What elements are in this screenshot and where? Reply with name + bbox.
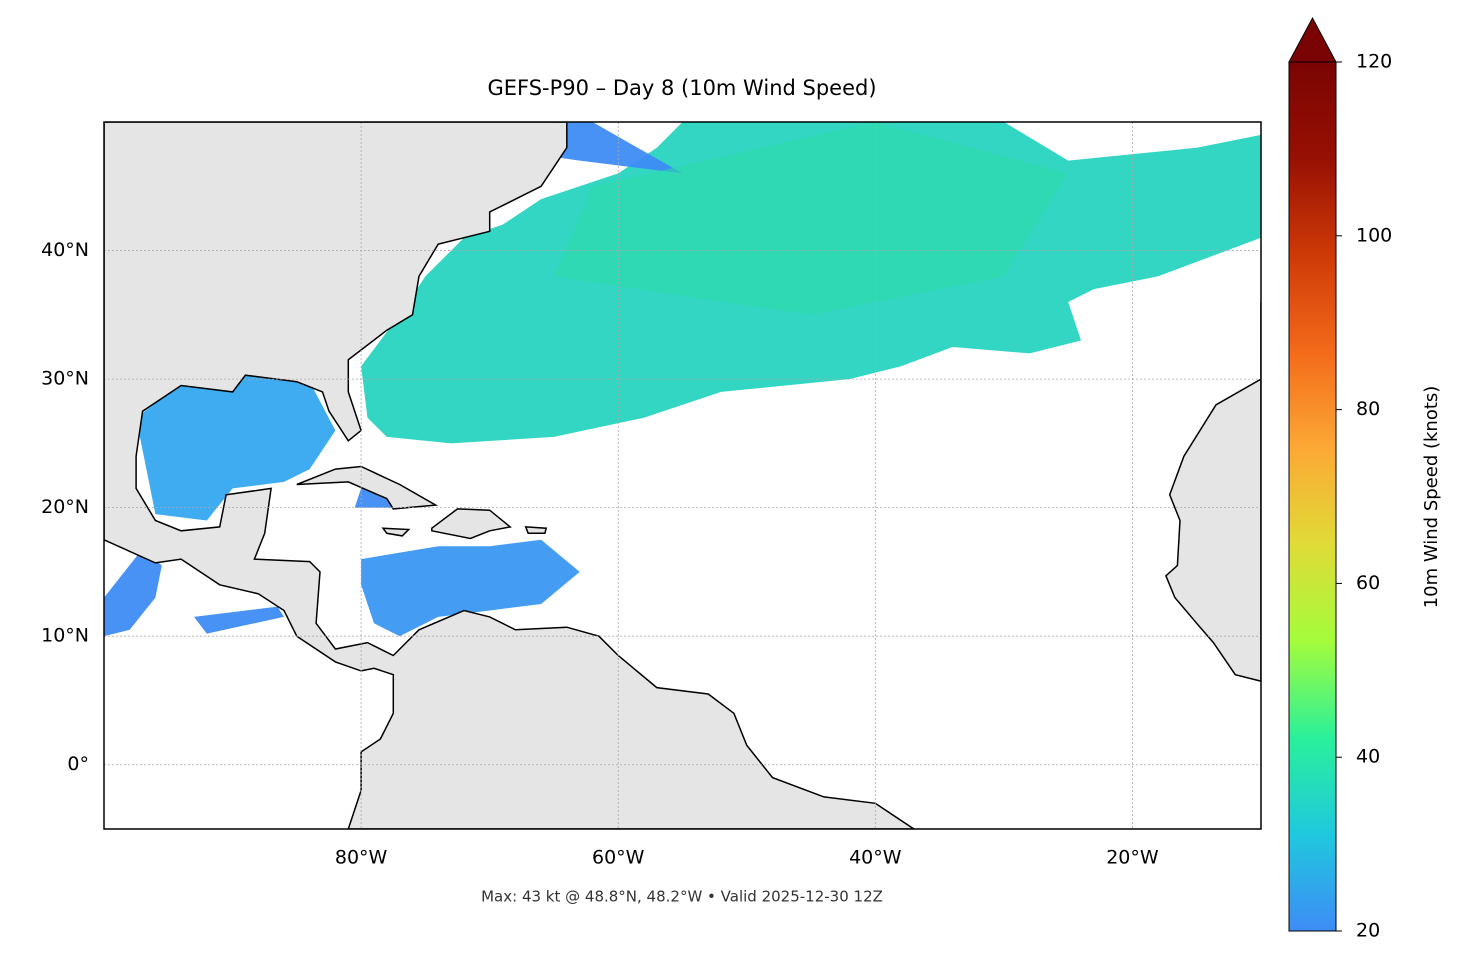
land	[524, 526, 548, 535]
colorbar-tick-label: 120	[1356, 51, 1392, 73]
y-tick-label: 20°N	[41, 496, 89, 518]
y-tick-label: 0°	[67, 753, 89, 775]
colorbar-extend	[1288, 16, 1337, 63]
land	[431, 508, 512, 540]
wind-field	[136, 373, 336, 521]
map-frame	[103, 121, 1262, 830]
colorbar-tick-label: 100	[1356, 224, 1392, 246]
y-tick-label: 10°N	[41, 625, 89, 647]
x-tick-label: 40°W	[849, 847, 902, 869]
x-tick-label: 60°W	[592, 847, 645, 869]
x-tick-label: 20°W	[1106, 847, 1159, 869]
wind-field	[361, 539, 580, 637]
land	[104, 122, 916, 829]
y-tick-label: 40°N	[41, 239, 89, 261]
x-tick-label: 80°W	[335, 847, 388, 869]
colorbar-tick-label: 60	[1356, 572, 1380, 594]
wind-field	[104, 548, 162, 637]
colorbar-tick-label: 40	[1356, 746, 1380, 768]
footer: Max: 43 kt @ 48.8°N, 48.2°W • Valid 2025…	[481, 888, 883, 906]
y-tick-label: 30°N	[41, 368, 89, 390]
map	[104, 122, 1261, 829]
colorbar-tick-label: 20	[1356, 920, 1380, 942]
chart-title: GEFS-P90 – Day 8 (10m Wind Speed)	[487, 76, 876, 100]
land	[381, 527, 411, 537]
colorbar-tick-label: 80	[1356, 398, 1380, 420]
wind-field	[194, 606, 284, 634]
wind-field	[553, 122, 1069, 315]
colorbar-label: 10m Wind Speed (knots)	[1421, 386, 1442, 609]
colorbar	[1288, 61, 1337, 932]
land	[1165, 302, 1261, 682]
